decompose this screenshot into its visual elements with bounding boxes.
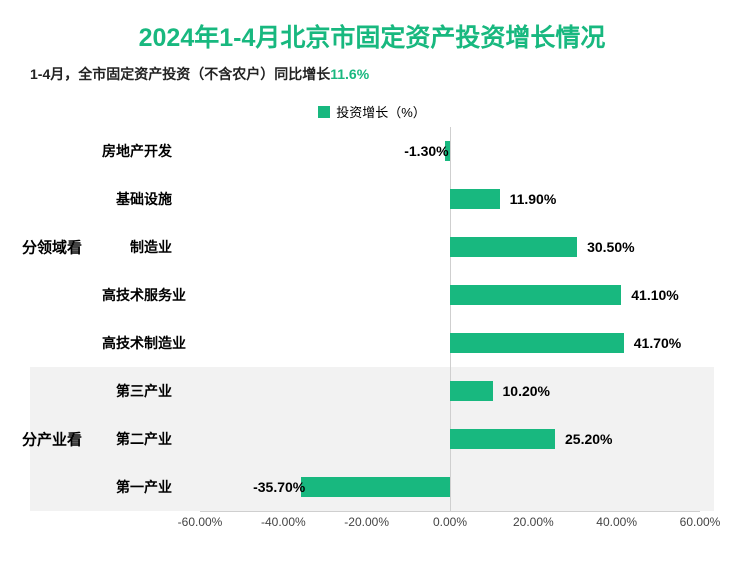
- category-label: 第一产业: [30, 477, 200, 497]
- chart-row: 高技术制造业 41.70%: [30, 319, 714, 367]
- category-label: 房地产开发: [30, 141, 200, 161]
- chart-row: 第二产业 25.20%: [30, 415, 714, 463]
- plot-area: 41.70%: [200, 319, 714, 367]
- category-label: 高技术制造业: [30, 333, 200, 353]
- category-label: 制造业: [30, 237, 200, 257]
- subtitle-prefix: 1-4月，全市固定资产投资（不含农户）同比增长: [30, 66, 330, 82]
- chart-section: 分领域看房地产开发-1.30%基础设施11.90%制造业30.50%高技术服务业…: [30, 127, 714, 367]
- bar: [301, 477, 450, 497]
- chart-row: 制造业 30.50%: [30, 223, 714, 271]
- category-label: 基础设施: [30, 189, 200, 209]
- chart-subtitle: 1-4月，全市固定资产投资（不含农户）同比增长11.6%: [30, 64, 714, 84]
- bar-value-label: 10.20%: [503, 383, 550, 399]
- chart-row: 基础设施 11.90%: [30, 175, 714, 223]
- bar-value-label: 25.20%: [565, 431, 612, 447]
- plot-area: -1.30%: [200, 127, 714, 175]
- bar-value-label: 11.90%: [510, 191, 557, 207]
- bar: [450, 189, 500, 209]
- bar-value-label: 30.50%: [587, 239, 634, 255]
- bar-chart: 分领域看房地产开发-1.30%基础设施11.90%制造业30.50%高技术服务业…: [30, 127, 714, 539]
- chart-row: 第一产业 -35.70%: [30, 463, 714, 511]
- chart-section: 分产业看第三产业10.20%第二产业25.20%第一产业-35.70%: [30, 367, 714, 511]
- x-tick: 20.00%: [513, 515, 554, 529]
- bar-value-label: -35.70%: [253, 479, 305, 495]
- category-label: 第三产业: [30, 381, 200, 401]
- bar: [450, 381, 493, 401]
- chart-row: 房地产开发 -1.30%: [30, 127, 714, 175]
- x-tick: -60.00%: [178, 515, 223, 529]
- bar: [450, 333, 624, 353]
- category-label: 第二产业: [30, 429, 200, 449]
- x-axis-line: [200, 511, 700, 512]
- plot-area: 25.20%: [200, 415, 714, 463]
- bar: [450, 285, 621, 305]
- plot-area: 30.50%: [200, 223, 714, 271]
- bar-value-label: 41.10%: [631, 287, 678, 303]
- x-tick: 60.00%: [680, 515, 721, 529]
- plot-area: 10.20%: [200, 367, 714, 415]
- bar: [450, 429, 555, 449]
- chart-row: 高技术服务业 41.10%: [30, 271, 714, 319]
- chart-title: 2024年1-4月北京市固定资产投资增长情况: [30, 18, 714, 54]
- x-tick: 40.00%: [596, 515, 637, 529]
- legend-label: 投资增长（%）: [336, 105, 426, 120]
- legend-swatch: [318, 106, 330, 118]
- bar-value-label: -1.30%: [404, 143, 448, 159]
- legend: 投资增长（%）: [30, 102, 714, 121]
- category-label: 高技术服务业: [30, 285, 200, 305]
- x-tick: -20.00%: [344, 515, 389, 529]
- plot-area: -35.70%: [200, 463, 714, 511]
- plot-area: 41.10%: [200, 271, 714, 319]
- plot-area: 11.90%: [200, 175, 714, 223]
- x-axis: -60.00%-40.00%-20.00%0.00%20.00%40.00%60…: [200, 511, 700, 539]
- x-tick: -40.00%: [261, 515, 306, 529]
- chart-container: 2024年1-4月北京市固定资产投资增长情况 1-4月，全市固定资产投资（不含农…: [0, 0, 744, 586]
- bar: [450, 237, 577, 257]
- chart-row: 第三产业 10.20%: [30, 367, 714, 415]
- x-tick: 0.00%: [433, 515, 467, 529]
- bar-value-label: 41.70%: [634, 335, 681, 351]
- subtitle-highlight: 11.6%: [330, 66, 369, 82]
